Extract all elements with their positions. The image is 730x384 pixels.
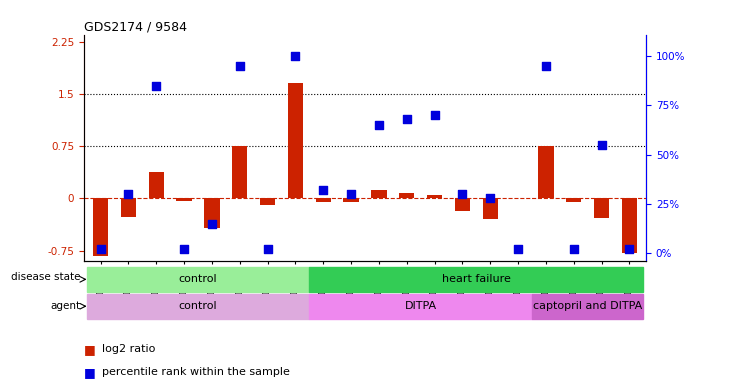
Bar: [372, 190, 387, 199]
Point: [540, 63, 552, 69]
Point: [512, 246, 524, 252]
Point: [262, 246, 274, 252]
Point: [456, 191, 468, 197]
Bar: [149, 172, 164, 199]
Bar: [455, 199, 470, 211]
Point: [178, 246, 190, 252]
Point: [485, 195, 496, 201]
Point: [401, 116, 412, 122]
Text: captopril and DITPA: captopril and DITPA: [533, 301, 642, 311]
Point: [123, 191, 134, 197]
Bar: [288, 83, 303, 199]
Text: percentile rank within the sample: percentile rank within the sample: [102, 367, 290, 377]
Text: control: control: [179, 301, 218, 311]
Bar: [93, 199, 108, 255]
Bar: [566, 199, 581, 202]
Bar: [310, 267, 643, 292]
Text: ■: ■: [84, 343, 96, 356]
Bar: [87, 294, 310, 319]
Bar: [204, 199, 220, 228]
Text: agent: agent: [50, 301, 80, 311]
Bar: [260, 199, 275, 205]
Bar: [427, 195, 442, 199]
Bar: [622, 199, 637, 253]
Point: [623, 246, 635, 252]
Text: log2 ratio: log2 ratio: [102, 344, 155, 354]
Bar: [315, 199, 331, 202]
Bar: [538, 146, 553, 199]
Text: control: control: [179, 274, 218, 285]
Point: [318, 187, 329, 193]
Bar: [177, 199, 192, 201]
Point: [429, 112, 440, 118]
Bar: [399, 193, 415, 199]
Text: disease state: disease state: [11, 272, 80, 283]
Point: [234, 63, 245, 69]
Bar: [121, 199, 136, 217]
Point: [345, 191, 357, 197]
Bar: [594, 199, 609, 218]
Bar: [310, 294, 532, 319]
Bar: [532, 294, 643, 319]
Text: GDS2174 / 9584: GDS2174 / 9584: [84, 20, 187, 33]
Point: [373, 122, 385, 128]
Text: heart failure: heart failure: [442, 274, 511, 285]
Point: [290, 53, 301, 59]
Bar: [87, 267, 310, 292]
Text: ■: ■: [84, 366, 96, 379]
Bar: [232, 146, 247, 199]
Bar: [343, 199, 358, 202]
Point: [206, 221, 218, 227]
Bar: [483, 199, 498, 219]
Point: [95, 246, 107, 252]
Point: [150, 83, 162, 89]
Point: [568, 246, 580, 252]
Point: [596, 142, 607, 148]
Text: DITPA: DITPA: [404, 301, 437, 311]
